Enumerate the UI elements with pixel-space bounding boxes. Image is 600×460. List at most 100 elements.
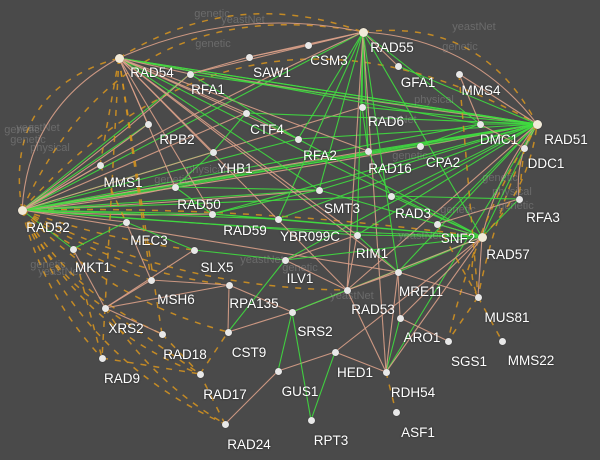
edge-yeastNet[interactable] — [118, 57, 348, 291]
edge-physical[interactable] — [118, 57, 538, 125]
edge-physical[interactable] — [390, 195, 520, 200]
edge-yeastNet[interactable] — [346, 123, 538, 291]
edge-physical[interactable] — [21, 209, 279, 220]
edge-yeastNet[interactable] — [125, 221, 152, 281]
edge-genetic[interactable] — [481, 123, 538, 238]
edge-physical[interactable] — [21, 209, 358, 236]
node-gus1[interactable] — [274, 367, 282, 375]
edge-physical[interactable] — [361, 106, 369, 152]
edge-physical[interactable] — [277, 123, 538, 220]
edge-physical[interactable] — [189, 73, 538, 125]
node-cpa2[interactable] — [416, 142, 424, 150]
edge-yeastNet[interactable] — [21, 106, 363, 211]
node-rad9[interactable] — [98, 354, 106, 362]
edge-yeastNet[interactable] — [189, 56, 250, 75]
node-rad55[interactable] — [358, 27, 368, 37]
node-rad6[interactable] — [358, 103, 366, 111]
node-rdh54[interactable] — [382, 368, 390, 376]
node-mms4[interactable] — [455, 70, 463, 78]
edge-physical[interactable] — [21, 189, 320, 211]
edge-physical[interactable] — [318, 189, 483, 238]
edge-physical[interactable] — [118, 57, 483, 238]
node-rfa3[interactable] — [515, 195, 523, 203]
edge-physical[interactable] — [212, 112, 247, 153]
edge-physical[interactable] — [211, 213, 279, 220]
edge-genetic[interactable] — [21, 209, 348, 291]
edge-physical[interactable] — [362, 31, 481, 125]
node-rfa1[interactable] — [186, 70, 194, 78]
edge-physical[interactable] — [21, 138, 299, 211]
edge-yeastNet[interactable] — [118, 57, 358, 236]
edge-yeastNet[interactable] — [436, 198, 520, 225]
edge-yeastNet[interactable] — [118, 57, 191, 75]
edge-genetic[interactable] — [118, 57, 152, 281]
edge-genetic[interactable] — [21, 209, 152, 281]
edge-yeastNet[interactable] — [362, 31, 399, 67]
edge-genetic[interactable] — [21, 209, 226, 425]
edge-genetic[interactable] — [458, 73, 479, 298]
node-rpt3[interactable] — [307, 416, 315, 424]
edge-physical[interactable] — [227, 259, 286, 333]
edge-genetic[interactable] — [21, 58, 538, 211]
edge-genetic[interactable] — [21, 209, 103, 359]
edge-genetic[interactable] — [21, 209, 106, 309]
edge-yeastNet[interactable] — [284, 259, 348, 291]
edge-yeastNet[interactable] — [118, 57, 399, 273]
edge-yeastNet[interactable] — [334, 351, 387, 373]
edge-physical[interactable] — [21, 73, 191, 211]
edge-yeastNet[interactable] — [118, 57, 299, 140]
edge-physical[interactable] — [21, 31, 364, 211]
edge-yeastNet[interactable] — [227, 311, 293, 333]
edge-yeastNet[interactable] — [399, 317, 449, 342]
edge-genetic[interactable] — [518, 147, 525, 200]
edge-physical[interactable] — [174, 186, 213, 215]
edge-genetic[interactable] — [477, 123, 538, 298]
edge-yeastNet[interactable] — [21, 209, 399, 273]
node-hed1[interactable] — [331, 348, 339, 356]
node-csm3[interactable] — [304, 41, 312, 49]
node-cst9[interactable] — [224, 328, 232, 336]
node-rad16[interactable] — [364, 147, 372, 155]
node-ilv1[interactable] — [281, 256, 289, 264]
node-aro1[interactable] — [396, 314, 404, 322]
edge-genetic[interactable] — [199, 331, 229, 375]
edge-genetic[interactable] — [118, 57, 163, 335]
edge-yeastNet[interactable] — [477, 236, 483, 298]
node-ddc1[interactable] — [520, 144, 528, 152]
node-rad59[interactable] — [208, 210, 216, 218]
edge-physical[interactable] — [118, 57, 320, 191]
edge-yeastNet[interactable] — [104, 307, 163, 335]
edge-yeastNet[interactable] — [189, 31, 364, 75]
edge-physical[interactable] — [310, 351, 336, 421]
edge-yeastNet[interactable] — [362, 31, 538, 125]
edge-genetic[interactable] — [21, 24, 364, 211]
edge-physical[interactable] — [356, 123, 538, 236]
edge-physical[interactable] — [21, 123, 481, 211]
edge-yeastNet[interactable] — [72, 248, 106, 309]
edge-yeastNet[interactable] — [284, 234, 358, 261]
edge-yeastNet[interactable] — [481, 123, 538, 238]
edge-physical[interactable] — [390, 123, 538, 197]
edge-physical[interactable] — [277, 311, 293, 372]
edge-genetic[interactable] — [104, 57, 120, 309]
edge-physical[interactable] — [385, 123, 538, 373]
edge-physical[interactable] — [174, 151, 214, 188]
edge-physical[interactable] — [189, 73, 299, 140]
node-sgs1[interactable] — [444, 337, 452, 345]
edge-physical[interactable] — [21, 123, 149, 211]
edge-genetic[interactable] — [477, 296, 503, 342]
node-msh6[interactable] — [147, 276, 155, 284]
edge-yeastNet[interactable] — [346, 271, 399, 291]
edge-physical[interactable] — [174, 186, 320, 191]
edge-genetic[interactable] — [101, 357, 201, 375]
edge-genetic[interactable] — [385, 371, 397, 413]
node-rad57[interactable] — [433, 220, 441, 228]
edge-yeastNet[interactable] — [385, 271, 399, 373]
edge-yeastNet[interactable] — [227, 284, 230, 333]
edge-genetic[interactable] — [21, 209, 163, 335]
edge-yeastNet[interactable] — [228, 284, 293, 313]
edge-physical[interactable] — [21, 195, 392, 211]
node-rad50[interactable] — [171, 183, 179, 191]
node-rad24[interactable] — [221, 420, 229, 428]
